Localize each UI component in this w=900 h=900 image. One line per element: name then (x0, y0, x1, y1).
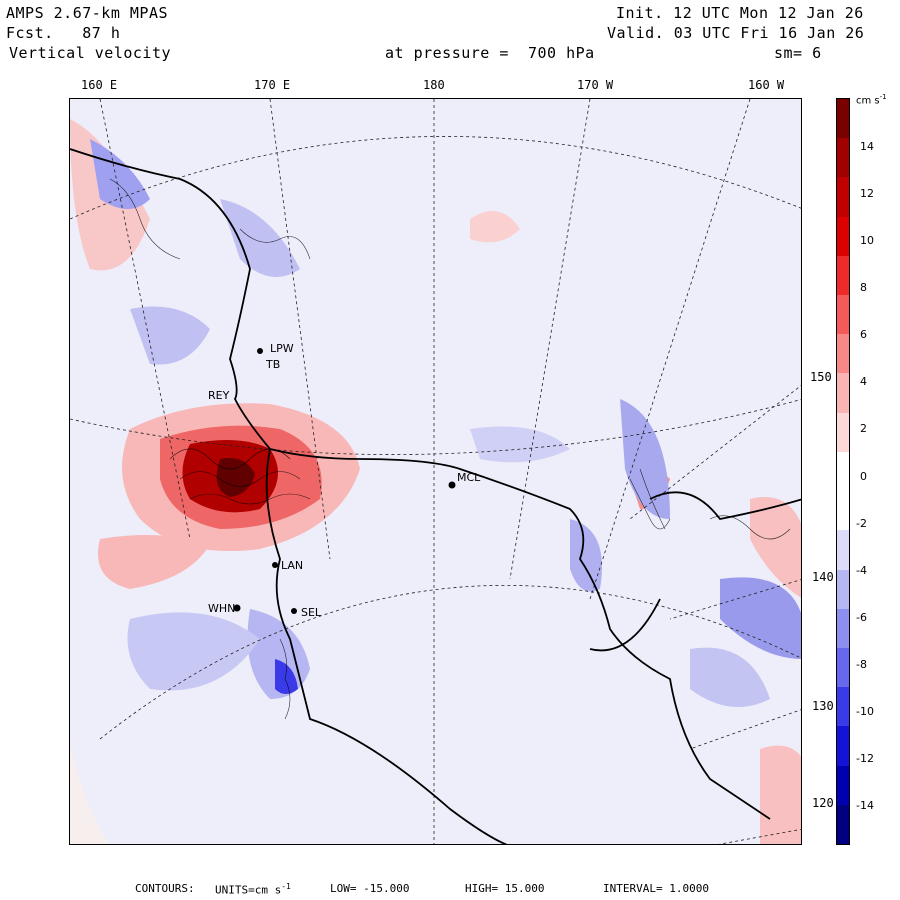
coastline (70, 148, 801, 844)
footer-interval: INTERVAL= 1.0000 (603, 882, 709, 895)
colorbar-tick-label: -14 (856, 799, 874, 812)
lon-label-160w: 160 W (748, 78, 785, 92)
stations: REY LPW TB MCL LAN WHN SEL (208, 342, 481, 619)
colorbar-segment (837, 687, 849, 727)
lon-label-180: 180 (423, 78, 445, 92)
colorbar-segment (837, 726, 849, 767)
colorbar-tick-label: 14 (860, 140, 874, 153)
footer-high: HIGH= 15.000 (465, 882, 545, 895)
station-sel: SEL (301, 606, 322, 619)
station-sel-marker (291, 608, 297, 614)
colorbar-tick-label: 6 (860, 328, 867, 342)
colorbar-segment (837, 569, 849, 610)
colorbar-segment (837, 412, 849, 453)
map-canvas: REY LPW TB MCL LAN WHN SEL (70, 99, 801, 844)
station-lan: LAN (281, 559, 303, 572)
footer-contours: CONTOURS: (135, 882, 195, 895)
field-name: Vertical velocity (9, 44, 172, 62)
colorbar-tick-label: -6 (856, 610, 867, 624)
map-panel: REY LPW TB MCL LAN WHN SEL (69, 98, 802, 845)
colorbar-segment (837, 530, 849, 571)
colorbar-unit: cm s-1 (856, 93, 887, 107)
colorbar-segment (837, 177, 849, 218)
smoothing-value: sm= 6 (774, 44, 822, 62)
model-title: AMPS 2.67-km MPAS (6, 4, 169, 22)
colorbar-segment (837, 491, 849, 531)
lon-label-160e: 160 E (81, 78, 118, 92)
colorbar-tick-label: 2 (860, 422, 867, 436)
colorbar-tick-label: -4 (856, 563, 867, 577)
station-tb: TB (265, 358, 280, 371)
graticule (70, 99, 801, 844)
negative-velocity-regions (90, 139, 801, 707)
station-whn: WHN (208, 602, 235, 615)
init-time: Init. 12 UTC Mon 12 Jan 26 (616, 4, 864, 22)
station-mcl-marker (448, 481, 456, 489)
colorbar-segment (837, 451, 849, 492)
station-rey: REY (208, 389, 230, 402)
colorbar-tick-label: 4 (860, 375, 867, 389)
colorbar-segment (837, 647, 849, 688)
station-lpw-marker (257, 348, 263, 354)
colorbar-tick-label: -12 (856, 751, 874, 765)
colorbar-segment (837, 608, 849, 649)
colorbar-segment (837, 334, 849, 374)
contour-lines (109, 178, 791, 720)
colorbar-segment (837, 138, 849, 178)
colorbar-tick-label: 10 (860, 234, 874, 248)
colorbar-segment (837, 804, 849, 845)
footer-units: UNITS=cm s-1 (215, 882, 291, 897)
colorbar-tick-label: -8 (856, 657, 867, 671)
colorbar (836, 98, 850, 845)
colorbar-segment (837, 765, 849, 806)
pressure-level: at pressure = 700 hPa (385, 44, 595, 62)
station-lpw: LPW (270, 342, 294, 355)
forecast-hour: Fcst. 87 h (6, 24, 121, 42)
colorbar-tick-label: 12 (860, 187, 874, 201)
footer-low: LOW= -15.000 (330, 882, 410, 895)
colorbar-segment (837, 99, 849, 139)
lon-label-170e: 170 E (254, 78, 291, 92)
colorbar-tick-label: 8 (860, 281, 867, 295)
valid-time: Valid. 03 UTC Fri 16 Jan 26 (607, 24, 865, 42)
colorbar-segment (837, 255, 849, 296)
station-mcl: MCL (457, 471, 481, 484)
lon-label-170w: 170 W (577, 78, 614, 92)
station-whn-marker (233, 604, 241, 612)
station-lan-marker (272, 562, 278, 568)
colorbar-segment (837, 295, 849, 335)
colorbar-tick-label: -2 (856, 516, 867, 530)
colorbar-tick-label: -10 (856, 704, 874, 718)
colorbar-segment (837, 373, 849, 414)
colorbar-tick-label: 0 (860, 469, 867, 483)
colorbar-segment (837, 216, 849, 257)
